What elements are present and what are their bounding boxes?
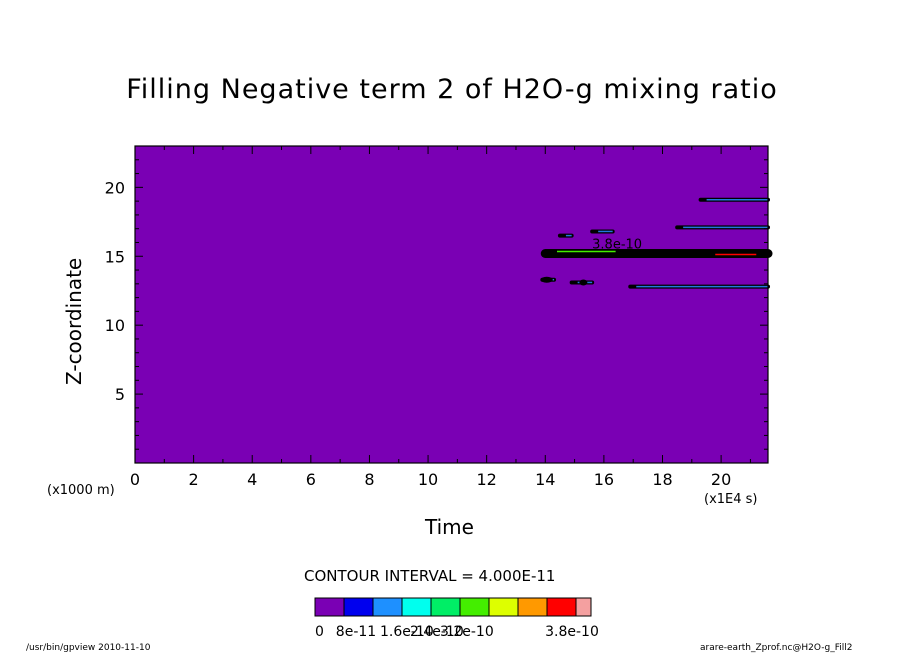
y-tick-label: 10 [105,316,125,335]
x-tick-label: 12 [476,470,496,489]
y-axis-label: Z-coordinate [62,257,86,385]
x-tick-label: 18 [652,470,672,489]
plot-frame [134,145,769,464]
colorbar-swatch [343,597,374,617]
colorbar-label: 1.6e-10 [380,624,434,640]
footer-program: /usr/bin/gpview 2010-11-10 [26,643,151,653]
x-tick-label: 0 [130,470,140,489]
colorbar-swatch [372,597,403,617]
y-tick-label: 15 [105,247,125,266]
contour-blob [579,279,588,286]
x-tick-label: 14 [535,470,555,489]
colorbar-swatch [430,597,461,617]
colorbar-swatch [314,597,345,617]
colorbar-label: 0 [315,624,324,640]
x-tick-label: 16 [594,470,614,489]
colorbar-swatch [401,597,432,617]
x-axis-label: Time [425,515,474,539]
x-tick-label: 4 [247,470,257,489]
colorbar-swatch [459,597,490,617]
y-tick-label: 5 [115,385,125,404]
contour-blob [540,276,553,283]
x-tick-label: 8 [364,470,374,489]
contour-inline-label: 3.8e-10 [592,238,642,253]
contour-interval-label: CONTOUR INTERVAL = 4.000E-11 [304,567,556,585]
plot-background [135,146,768,463]
footer-file: arare-earth_Zprof.nc@H2O-g_Fill2 [700,643,853,653]
x-axis-unit: (x1E4 s) [704,492,758,507]
x-tick-label: 6 [306,470,316,489]
colorbar-label: 8e-11 [336,624,376,640]
x-tick-label: 20 [711,470,731,489]
colorbar-swatch [488,597,519,617]
y-tick-label: 20 [105,178,125,197]
x-tick-label: 10 [418,470,438,489]
chart-title: Filling Negative term 2 of H2O-g mixing … [126,74,778,105]
colorbar-label: 3.8e-10 [545,624,599,640]
colorbar-swatch [575,597,592,617]
colorbar-swatch [517,597,548,617]
y-axis-unit: (x1000 m) [47,483,115,498]
colorbar-swatch [546,597,577,617]
x-tick-label: 2 [189,470,199,489]
colorbar-label: 3.2e-10 [440,624,494,640]
colorbar-label: 2.4e-10 [410,624,464,640]
